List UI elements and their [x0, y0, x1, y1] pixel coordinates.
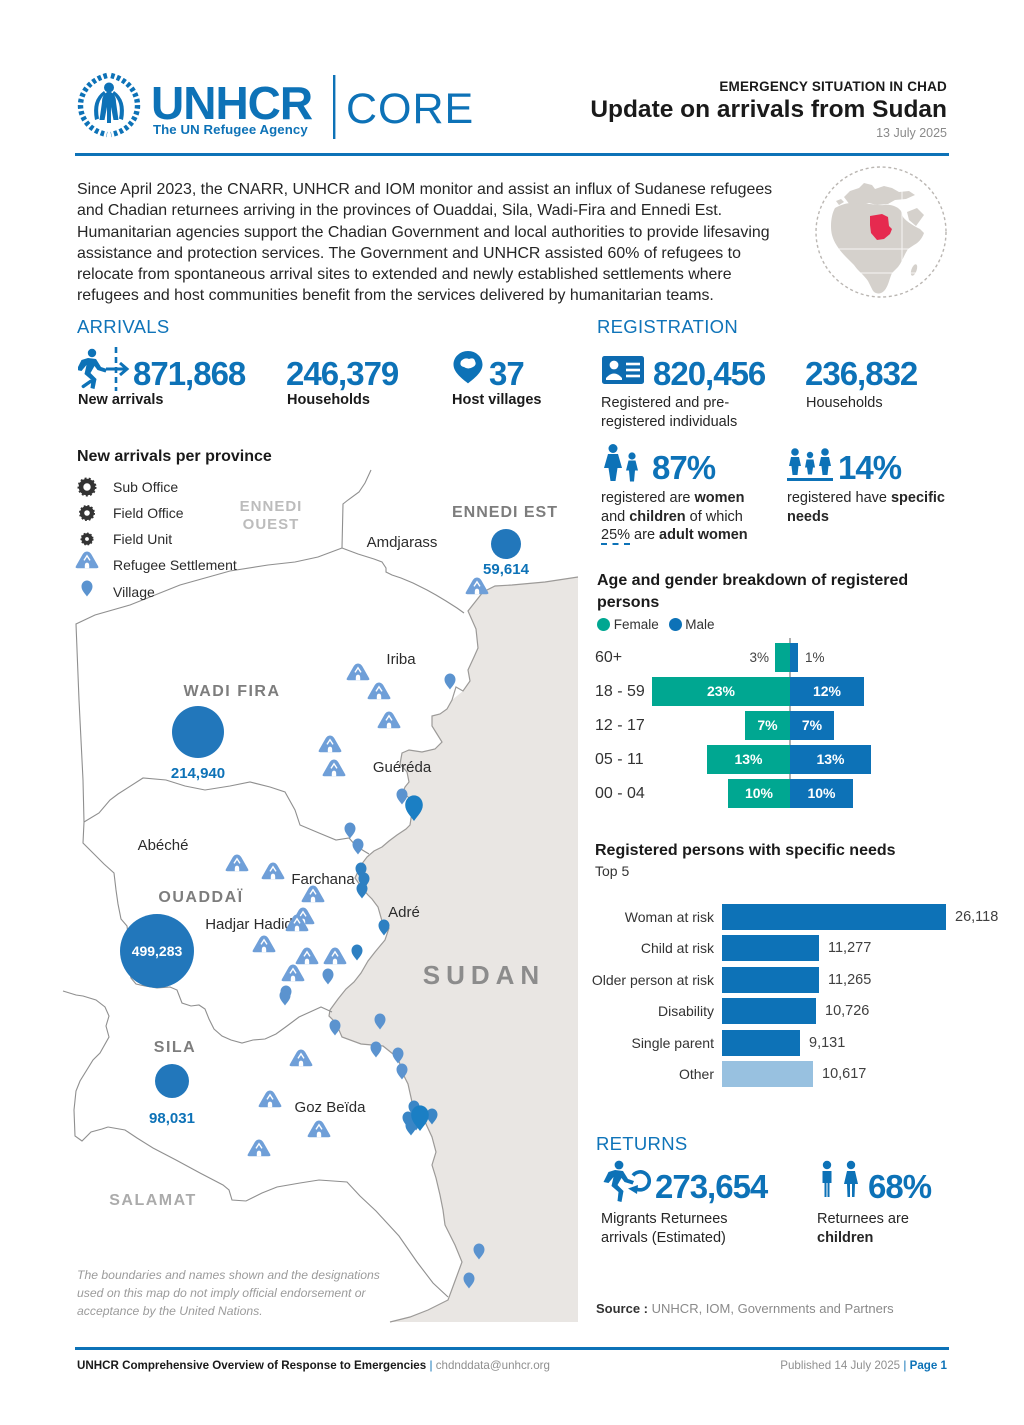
svg-text:ENNEDI: ENNEDI [240, 498, 303, 515]
svg-text:used on this map do not imply: used on this map do not imply official e… [77, 1286, 367, 1300]
svg-text:OUEST: OUEST [243, 516, 300, 533]
svg-text:SALAMAT: SALAMAT [109, 1192, 197, 1209]
svg-text:Amdjarass: Amdjarass [367, 534, 438, 551]
svg-text:Farchana: Farchana [291, 871, 355, 888]
svg-text:Hadjar Hadid: Hadjar Hadid [205, 916, 293, 933]
svg-text:Refugee Settlement: Refugee Settlement [113, 557, 237, 573]
svg-text:Iriba: Iriba [386, 651, 416, 668]
svg-text:Field Unit: Field Unit [113, 531, 172, 547]
svg-text:59,614: 59,614 [483, 561, 530, 578]
svg-text:Village: Village [113, 584, 155, 600]
svg-text:499,283: 499,283 [132, 943, 183, 959]
svg-text:ENNEDI EST: ENNEDI EST [452, 504, 558, 521]
svg-text:Goz Beïda: Goz Beïda [295, 1099, 367, 1116]
svg-text:UNHCR: UNHCR [151, 77, 313, 129]
svg-text:Adré: Adré [388, 904, 420, 921]
svg-text:Field Office: Field Office [113, 505, 184, 521]
svg-text:OUADDAÏ: OUADDAÏ [158, 888, 243, 906]
svg-text:SUDAN: SUDAN [423, 960, 545, 990]
svg-text:acceptance by the United Natio: acceptance by the United Nations. [77, 1304, 263, 1318]
svg-text:Guéréda: Guéréda [373, 759, 432, 776]
svg-text:SILA: SILA [154, 1039, 196, 1056]
svg-text:98,031: 98,031 [149, 1110, 195, 1127]
svg-text:CORE: CORE [346, 85, 474, 133]
svg-text:The UN Refugee Agency: The UN Refugee Agency [153, 122, 308, 137]
svg-text:Abéché: Abéché [138, 837, 189, 854]
svg-text:WADI FIRA: WADI FIRA [183, 683, 280, 700]
svg-text:The boundaries and names shown: The boundaries and names shown and the d… [77, 1268, 380, 1282]
svg-text:Sub Office: Sub Office [113, 479, 178, 495]
svg-text:214,940: 214,940 [171, 765, 225, 782]
